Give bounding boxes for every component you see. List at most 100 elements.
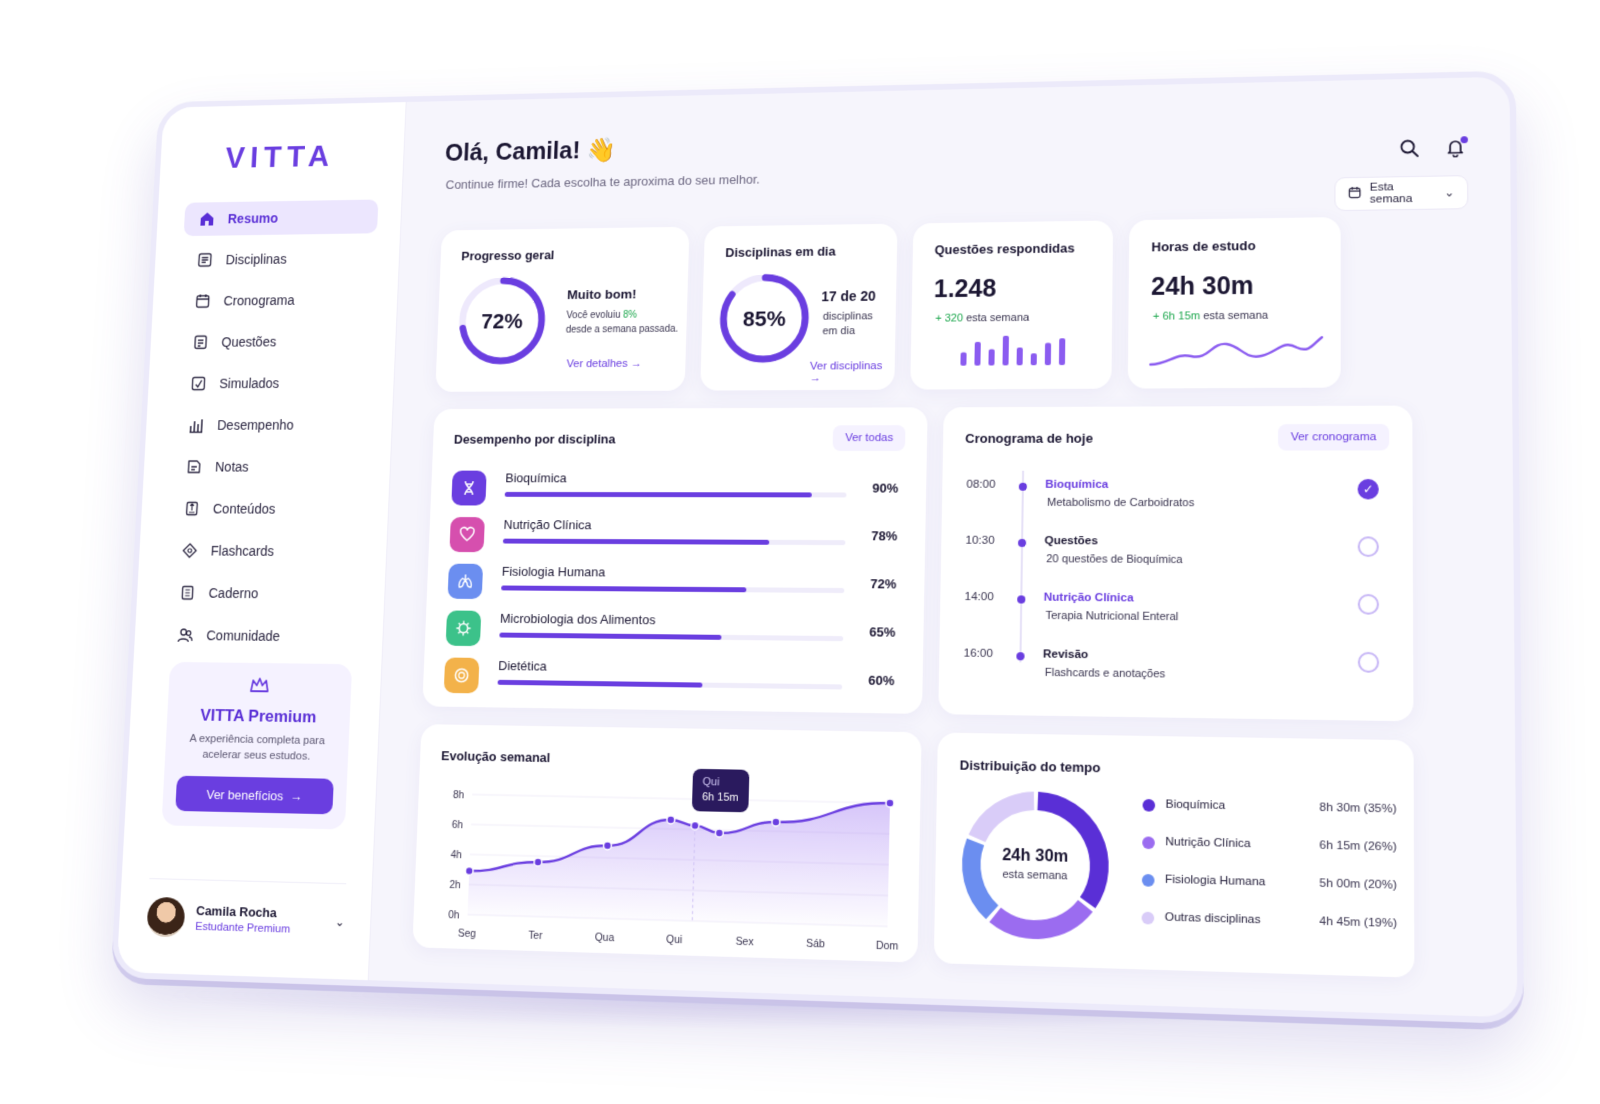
discipline-row[interactable]: Dietética 60% xyxy=(444,656,905,702)
chevron-down-icon: ⌄ xyxy=(1444,185,1454,199)
schedule-desc: Terapia Nutricional Enteral xyxy=(1045,610,1178,623)
progress-note: Você evoluiu xyxy=(566,310,623,321)
legend-name: Bioquímica xyxy=(1166,798,1226,812)
crown-icon xyxy=(249,677,271,700)
sidebar-item-conteudos[interactable]: Conteúdos xyxy=(168,491,365,526)
schedule-title: Bioquímica xyxy=(1045,479,1108,491)
discipline-name: Nutrição Clínica xyxy=(503,517,591,532)
chart-tooltip: Qui 6h 15m xyxy=(692,769,749,813)
discipline-name: Bioquímica xyxy=(505,471,567,486)
progress-delta: 8% xyxy=(623,310,637,321)
sidebar-item-simulados[interactable]: Simulados xyxy=(175,366,371,401)
disciplines-label: disciplinas xyxy=(823,310,873,322)
hours-value: 24h 30m xyxy=(1151,272,1254,302)
legend-swatch xyxy=(1143,799,1156,812)
home-icon xyxy=(198,211,215,228)
date-range-select[interactable]: Esta semana ⌄ xyxy=(1334,175,1468,211)
schedule-title: Nutrição Clínica xyxy=(1044,592,1134,605)
disciplines-card: Disciplinas em dia 85% 17 de 20 discipli… xyxy=(700,224,897,391)
checkbox[interactable] xyxy=(1358,536,1379,557)
sidebar-item-resumo[interactable]: Resumo xyxy=(184,199,379,236)
see-details-link[interactable]: Ver detalhes → xyxy=(566,358,642,370)
y-tick-label: 2h xyxy=(449,880,461,891)
progress-card: Progresso geral 72% Muito bom! Você evol… xyxy=(435,227,689,392)
discipline-progress-fill xyxy=(499,633,721,640)
discipline-row[interactable]: Fisiologia Humana 72% xyxy=(447,562,906,605)
discipline-progress-fill xyxy=(501,585,747,592)
tooltip-day: Qui xyxy=(702,775,739,791)
data-point[interactable] xyxy=(715,829,723,837)
premium-card: VITTA Premium A experiência completa par… xyxy=(162,662,353,830)
see-benefits-button[interactable]: Ver benefícios → xyxy=(175,776,334,815)
x-tick-label: Ter xyxy=(528,930,543,942)
see-schedule-button[interactable]: Ver cronograma xyxy=(1278,424,1389,451)
discipline-row[interactable]: Microbiologia dos Alimentos 65% xyxy=(446,609,906,653)
schedule-item[interactable]: 10:30 Questões 20 questões de Bioquímica xyxy=(965,533,1379,586)
chevron-down-icon[interactable]: ⌄ xyxy=(335,914,345,928)
card-title: Horas de estudo xyxy=(1151,238,1255,254)
discipline-progress-fill xyxy=(503,539,769,545)
sidebar-item-label: Notas xyxy=(215,459,249,474)
hours-card: Horas de estudo 24h 30m + 6h 15m esta se… xyxy=(1128,217,1341,389)
card-title: Desempenho por disciplina xyxy=(454,432,616,447)
performance-card: Desempenho por disciplina Ver todas Bioq… xyxy=(422,407,927,714)
hours-delta-label: esta semana xyxy=(1200,310,1268,323)
schedule-item[interactable]: 14:00 Nutrição Clínica Terapia Nutricional… xyxy=(964,589,1379,644)
sidebar-item-caderno[interactable]: Caderno xyxy=(164,575,362,611)
sidebar-item-desempenho[interactable]: Desempenho xyxy=(173,407,370,442)
data-point[interactable] xyxy=(886,799,894,807)
schedule-desc: Flashcards e anotações xyxy=(1045,667,1166,681)
user-profile[interactable]: Camila Rocha Estudante Premium ⌄ xyxy=(147,878,347,939)
checkbox[interactable] xyxy=(1358,652,1379,673)
sidebar-item-notas[interactable]: Notas xyxy=(170,449,367,484)
legend-swatch xyxy=(1142,912,1155,925)
x-tick-label: Seg xyxy=(458,928,477,940)
time-distribution-card: Distribuição do tempo 24h 30m esta seman… xyxy=(934,733,1415,978)
data-point[interactable] xyxy=(772,818,780,826)
sidebar-item-label: Resumo xyxy=(227,210,278,226)
questions-card: Questões respondidas 1.248 + 320 esta se… xyxy=(910,220,1113,389)
brand-logo[interactable]: VITTA xyxy=(225,139,336,175)
data-point[interactable] xyxy=(667,816,675,824)
disciplines-value: 85% xyxy=(717,306,811,332)
hours-delta: + 6h 15m xyxy=(1153,310,1200,322)
sidebar-item-disciplinas[interactable]: Disciplinas xyxy=(181,241,376,277)
sidebar-item-comunidade[interactable]: Comunidade xyxy=(161,618,359,655)
top-actions xyxy=(1399,137,1468,160)
microbe-icon xyxy=(446,610,482,646)
bell-icon[interactable] xyxy=(1445,137,1468,159)
data-point[interactable] xyxy=(691,822,699,830)
donut-slice[interactable] xyxy=(977,800,1034,840)
timeline-dot xyxy=(1016,652,1024,660)
edit-check-icon xyxy=(190,375,207,392)
data-point[interactable] xyxy=(603,842,611,850)
sidebar-item-label: Simulados xyxy=(219,376,280,391)
see-disciplines-link[interactable]: Ver disciplinas → xyxy=(810,360,895,384)
sidebar-item-cronograma[interactable]: Cronograma xyxy=(179,282,375,318)
discipline-row[interactable]: Nutrição Clínica 78% xyxy=(449,515,907,556)
see-all-button[interactable]: Ver todas xyxy=(833,425,906,451)
data-point[interactable] xyxy=(465,867,473,875)
search-icon[interactable] xyxy=(1399,138,1422,160)
y-tick-label: 4h xyxy=(450,850,462,861)
profile-role: Estudante Premium xyxy=(195,920,290,935)
schedule-item[interactable]: 08:00 Bioquímica Metabolismo de Carboidrat… xyxy=(966,477,1379,528)
sidebar-item-label: Cronograma xyxy=(223,293,295,309)
schedule-item[interactable]: 16:00 Revisão Flashcards e anotações xyxy=(963,645,1379,702)
data-point[interactable] xyxy=(534,858,542,866)
schedule-time: 08:00 xyxy=(966,479,995,491)
schedule-time: 16:00 xyxy=(963,648,992,661)
donut-slice[interactable] xyxy=(995,903,1085,931)
sidebar-item-questoes[interactable]: Questões xyxy=(177,324,373,359)
checkbox[interactable] xyxy=(1358,594,1379,615)
premium-title: VITTA Premium xyxy=(167,705,350,727)
sidebar-item-flashcards[interactable]: Flashcards xyxy=(166,533,364,569)
schedule-title: Revisão xyxy=(1043,648,1088,661)
x-tick-label: Qua xyxy=(595,932,615,944)
discipline-row[interactable]: Bioquímica 90% xyxy=(451,469,908,509)
check-icon[interactable]: ✓ xyxy=(1358,479,1379,499)
sidebar-item-label: Conteúdos xyxy=(213,501,276,516)
greeting: Olá, Camila! 👋 xyxy=(445,137,617,168)
discipline-percent: 78% xyxy=(871,528,897,543)
discipline-progress-track xyxy=(498,680,843,690)
